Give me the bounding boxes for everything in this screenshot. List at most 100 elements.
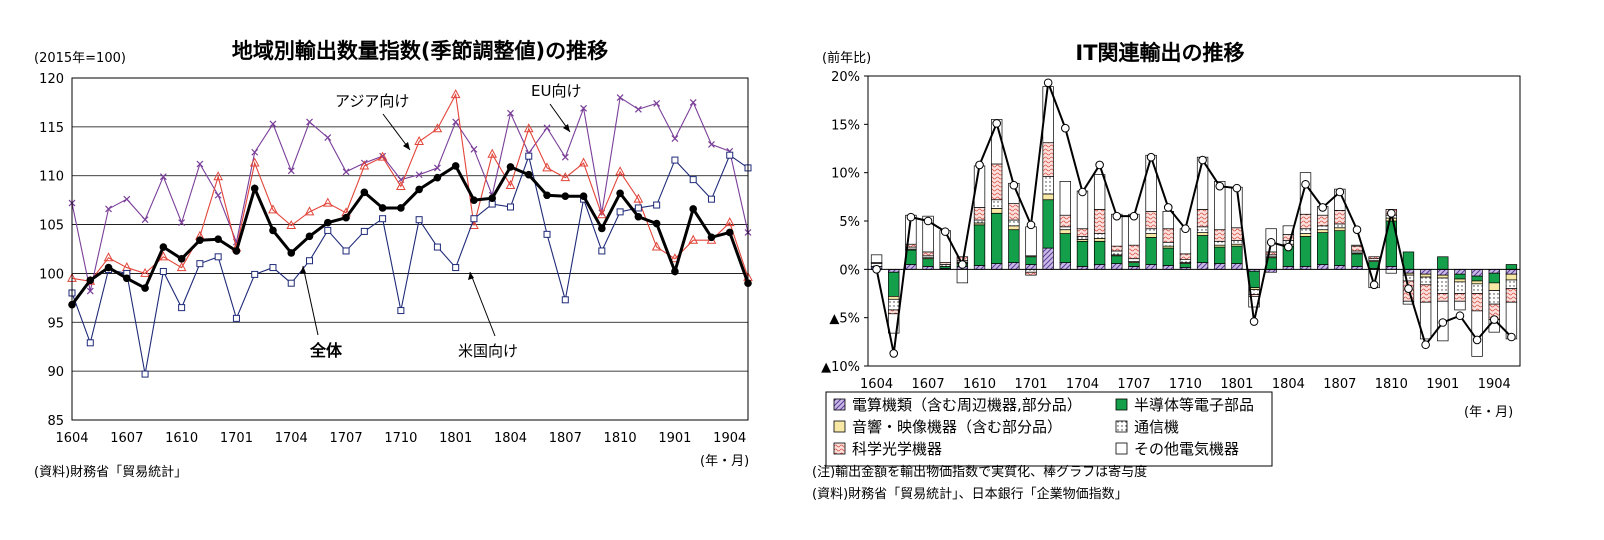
right-bar-segment bbox=[1128, 244, 1140, 260]
right-bar-segment bbox=[1162, 247, 1174, 266]
left-point-total bbox=[269, 226, 277, 235]
left-point-total bbox=[634, 212, 643, 221]
left-x-tick-label: 1901 bbox=[658, 431, 691, 446]
right-bar-segment bbox=[1214, 263, 1226, 270]
left-point-total bbox=[123, 274, 131, 283]
right-bar-segment bbox=[956, 268, 969, 284]
right-bar-stack bbox=[922, 215, 934, 270]
left-y-tick-label: 115 bbox=[39, 121, 64, 136]
right-x-tick-label: 1710 bbox=[1169, 377, 1202, 392]
left-point-us bbox=[634, 204, 642, 212]
right-total-point bbox=[1181, 224, 1190, 234]
right-bar-segment bbox=[1162, 241, 1174, 247]
left-point-us bbox=[397, 307, 405, 315]
left-point-asia bbox=[121, 262, 132, 272]
left-point-asia bbox=[560, 172, 571, 182]
right-bar-segment bbox=[1093, 264, 1106, 270]
left-point-us bbox=[433, 243, 441, 251]
left-x-tick-label: 1710 bbox=[384, 431, 417, 446]
right-bar-segment bbox=[1351, 244, 1363, 247]
left-point-asia bbox=[505, 179, 516, 189]
right-bar-segment bbox=[1317, 232, 1329, 265]
left-chart-xlabel: (年・月) bbox=[700, 454, 749, 469]
left-series-3 bbox=[68, 151, 752, 378]
right-bar-segment bbox=[1145, 233, 1157, 238]
annotation-us-arrowhead bbox=[468, 272, 474, 280]
right-bar-segment bbox=[1008, 203, 1020, 221]
left-x-tick-label: 1810 bbox=[604, 431, 637, 446]
left-point-asia bbox=[304, 206, 315, 216]
right-bar-segment bbox=[1437, 268, 1449, 276]
left-x-tick-label: 1804 bbox=[494, 431, 527, 446]
right-total-point bbox=[906, 212, 916, 222]
right-total-point bbox=[940, 227, 950, 236]
left-series-line bbox=[71, 92, 749, 282]
right-bar-segment bbox=[1454, 281, 1466, 294]
left-series-0 bbox=[68, 162, 752, 309]
right-bar-segment bbox=[1196, 226, 1209, 233]
right-bar-segment bbox=[870, 254, 883, 263]
right-total-point bbox=[1061, 123, 1070, 133]
annotation-us: 米国向け bbox=[458, 342, 518, 360]
left-point-us bbox=[653, 201, 661, 209]
left-x-tick-label: 1801 bbox=[439, 431, 472, 446]
right-total-point bbox=[872, 265, 881, 274]
right-bar-segment bbox=[1111, 255, 1123, 264]
right-y-tick-labels: 20% 15% 10% 5% 0% ▲5% ▲10% bbox=[821, 70, 868, 375]
left-point-asia bbox=[286, 219, 297, 230]
right-bar-segment bbox=[973, 207, 986, 221]
right-total-point bbox=[1009, 180, 1019, 190]
right-bar-segment bbox=[1059, 262, 1071, 270]
left-point-eu bbox=[214, 191, 222, 199]
left-point-total bbox=[305, 232, 314, 241]
left-point-total bbox=[579, 192, 588, 201]
right-bar-segment bbox=[1162, 210, 1174, 230]
right-bar-stack bbox=[1454, 268, 1466, 311]
left-point-asia bbox=[396, 180, 406, 190]
left-point-asia bbox=[432, 123, 443, 133]
left-point-eu bbox=[689, 99, 697, 106]
left-point-us bbox=[232, 314, 240, 322]
right-bar-segment bbox=[1419, 284, 1432, 303]
right-bar-segment bbox=[1008, 229, 1020, 263]
right-x-tick-labels: 1604 1607 1610 1701 1704 1707 1710 1801 1804 1807… bbox=[860, 377, 1511, 392]
right-bar-segment bbox=[1437, 293, 1449, 302]
left-series-line bbox=[71, 96, 749, 292]
right-bar-segment bbox=[1196, 232, 1209, 236]
right-legend-swatch bbox=[833, 398, 846, 411]
left-point-total bbox=[671, 267, 679, 276]
right-total-point bbox=[1215, 181, 1225, 191]
right-x-tick-label: 1707 bbox=[1117, 377, 1150, 392]
left-point-asia bbox=[249, 157, 260, 167]
left-point-total bbox=[141, 284, 149, 292]
annotation-total: 全体 bbox=[309, 341, 343, 360]
left-point-us bbox=[159, 267, 167, 275]
right-legend-swatch bbox=[1115, 420, 1128, 433]
right-bar-segment bbox=[1385, 268, 1397, 274]
right-bar-segment bbox=[1025, 271, 1037, 276]
right-bar-stack bbox=[1025, 226, 1037, 276]
left-point-total bbox=[177, 254, 186, 263]
right-bar-stack bbox=[1179, 228, 1192, 270]
right-bar-segment bbox=[1471, 293, 1483, 312]
right-bar-segment bbox=[1488, 290, 1500, 305]
left-point-asia bbox=[523, 123, 534, 133]
right-bar-stack bbox=[939, 230, 951, 270]
left-series-line bbox=[70, 163, 750, 306]
right-x-tick-label: 1801 bbox=[1220, 377, 1253, 392]
left-point-us bbox=[287, 279, 295, 287]
right-bar-segment bbox=[1179, 263, 1192, 268]
left-point-eu bbox=[141, 216, 149, 224]
left-x-tick-label: 1701 bbox=[220, 431, 253, 446]
left-point-us bbox=[671, 156, 679, 164]
left-x-tick-label: 1604 bbox=[55, 431, 88, 446]
right-x-tick-label: 1807 bbox=[1323, 377, 1356, 392]
right-total-point bbox=[1369, 280, 1379, 290]
right-legend-label: 電算機類（含む周辺機器,部分品） bbox=[852, 396, 1082, 414]
left-point-eu bbox=[251, 148, 259, 156]
right-bar-segment bbox=[1196, 209, 1209, 228]
right-bar-segment bbox=[1179, 259, 1192, 263]
left-x-tick-label: 1704 bbox=[275, 431, 308, 446]
left-point-asia bbox=[268, 204, 278, 214]
